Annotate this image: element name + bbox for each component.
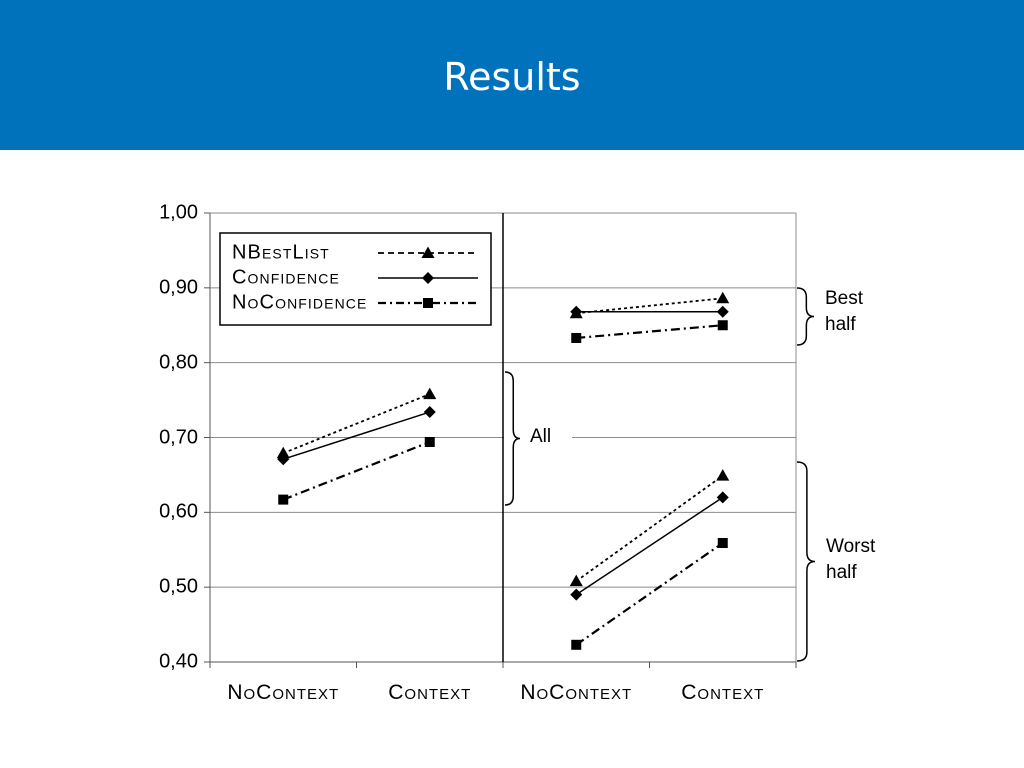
marker-confidence-all-context [423, 406, 436, 419]
x-category-label: Context [388, 681, 472, 704]
brace-label-all: All [530, 426, 552, 447]
brace-label-backdrop [504, 428, 572, 448]
series-line-nbestlist-worst-half [575, 474, 724, 582]
marker-nbestlist-worst-half-context [716, 469, 730, 481]
marker-noconfidence-worst-half-context [717, 538, 728, 549]
series-line-nbestlist-best-half [576, 297, 723, 315]
legend-label-confidence: Confidence [232, 266, 340, 289]
marker-noconfidence-worst-half-nocontext [571, 639, 582, 650]
series-lines [282, 297, 724, 646]
x-category-label: NoContext [227, 681, 340, 704]
legend-box [219, 232, 492, 326]
legend-marker-nbestlist [421, 246, 435, 258]
x-category-label: NoContext [520, 681, 633, 704]
y-tick-label: 0,40 [159, 650, 198, 673]
marker-confidence-worst-half-nocontext [570, 588, 583, 601]
marker-noconfidence-best-half-context [717, 320, 728, 331]
brace-label-worst-half: Worst half [826, 536, 876, 583]
series-line-confidence-all [283, 411, 430, 460]
marker-confidence-all-nocontext [277, 453, 290, 466]
marker-confidence-best-half-nocontext [570, 305, 583, 318]
marker-noconfidence-best-half-nocontext [571, 332, 582, 343]
brace-best-half [796, 287, 815, 346]
slide-title: Results [443, 55, 581, 99]
legend-label-nbestlist: NBestList [232, 241, 330, 264]
y-tick-label: 0,70 [159, 426, 198, 448]
series-line-confidence-worst-half [575, 496, 724, 596]
x-category-label: Context [681, 681, 765, 704]
y-tick-label: 0,50 [159, 575, 198, 598]
marker-confidence-worst-half-context [716, 491, 729, 504]
marker-nbestlist-all-context [423, 387, 437, 400]
marker-noconfidence-all-context [424, 436, 435, 447]
y-tick-label: 1,00 [159, 201, 198, 224]
series-line-noconfidence-worst-half [575, 542, 724, 646]
y-tick-label: 0,80 [159, 351, 198, 374]
marker-nbestlist-all-nocontext [276, 446, 290, 459]
marker-confidence-best-half-context [716, 305, 729, 318]
brace-worst-half [796, 461, 816, 662]
marker-nbestlist-worst-half-nocontext [569, 574, 583, 587]
legend [219, 232, 492, 326]
axes [204, 212, 797, 668]
legend-marker-noconfidence [423, 298, 433, 308]
legend-label-noconfidence: NoConfidence [232, 291, 368, 314]
title-bar: Results [0, 0, 1024, 150]
brace-all [504, 371, 521, 506]
y-tick-label: 0,90 [159, 276, 198, 299]
series-line-noconfidence-best-half [576, 324, 723, 340]
legend-marker-confidence [422, 272, 434, 284]
group-braces [504, 287, 816, 662]
series-line-noconfidence-all [282, 440, 431, 501]
y-tick-label: 0,60 [159, 500, 198, 523]
marker-nbestlist-best-half-context [716, 291, 730, 304]
data-markers [276, 291, 730, 650]
brace-label-best-half: Best half [825, 288, 864, 335]
marker-noconfidence-all-nocontext [278, 494, 289, 505]
series-line-nbestlist-all [282, 393, 431, 455]
